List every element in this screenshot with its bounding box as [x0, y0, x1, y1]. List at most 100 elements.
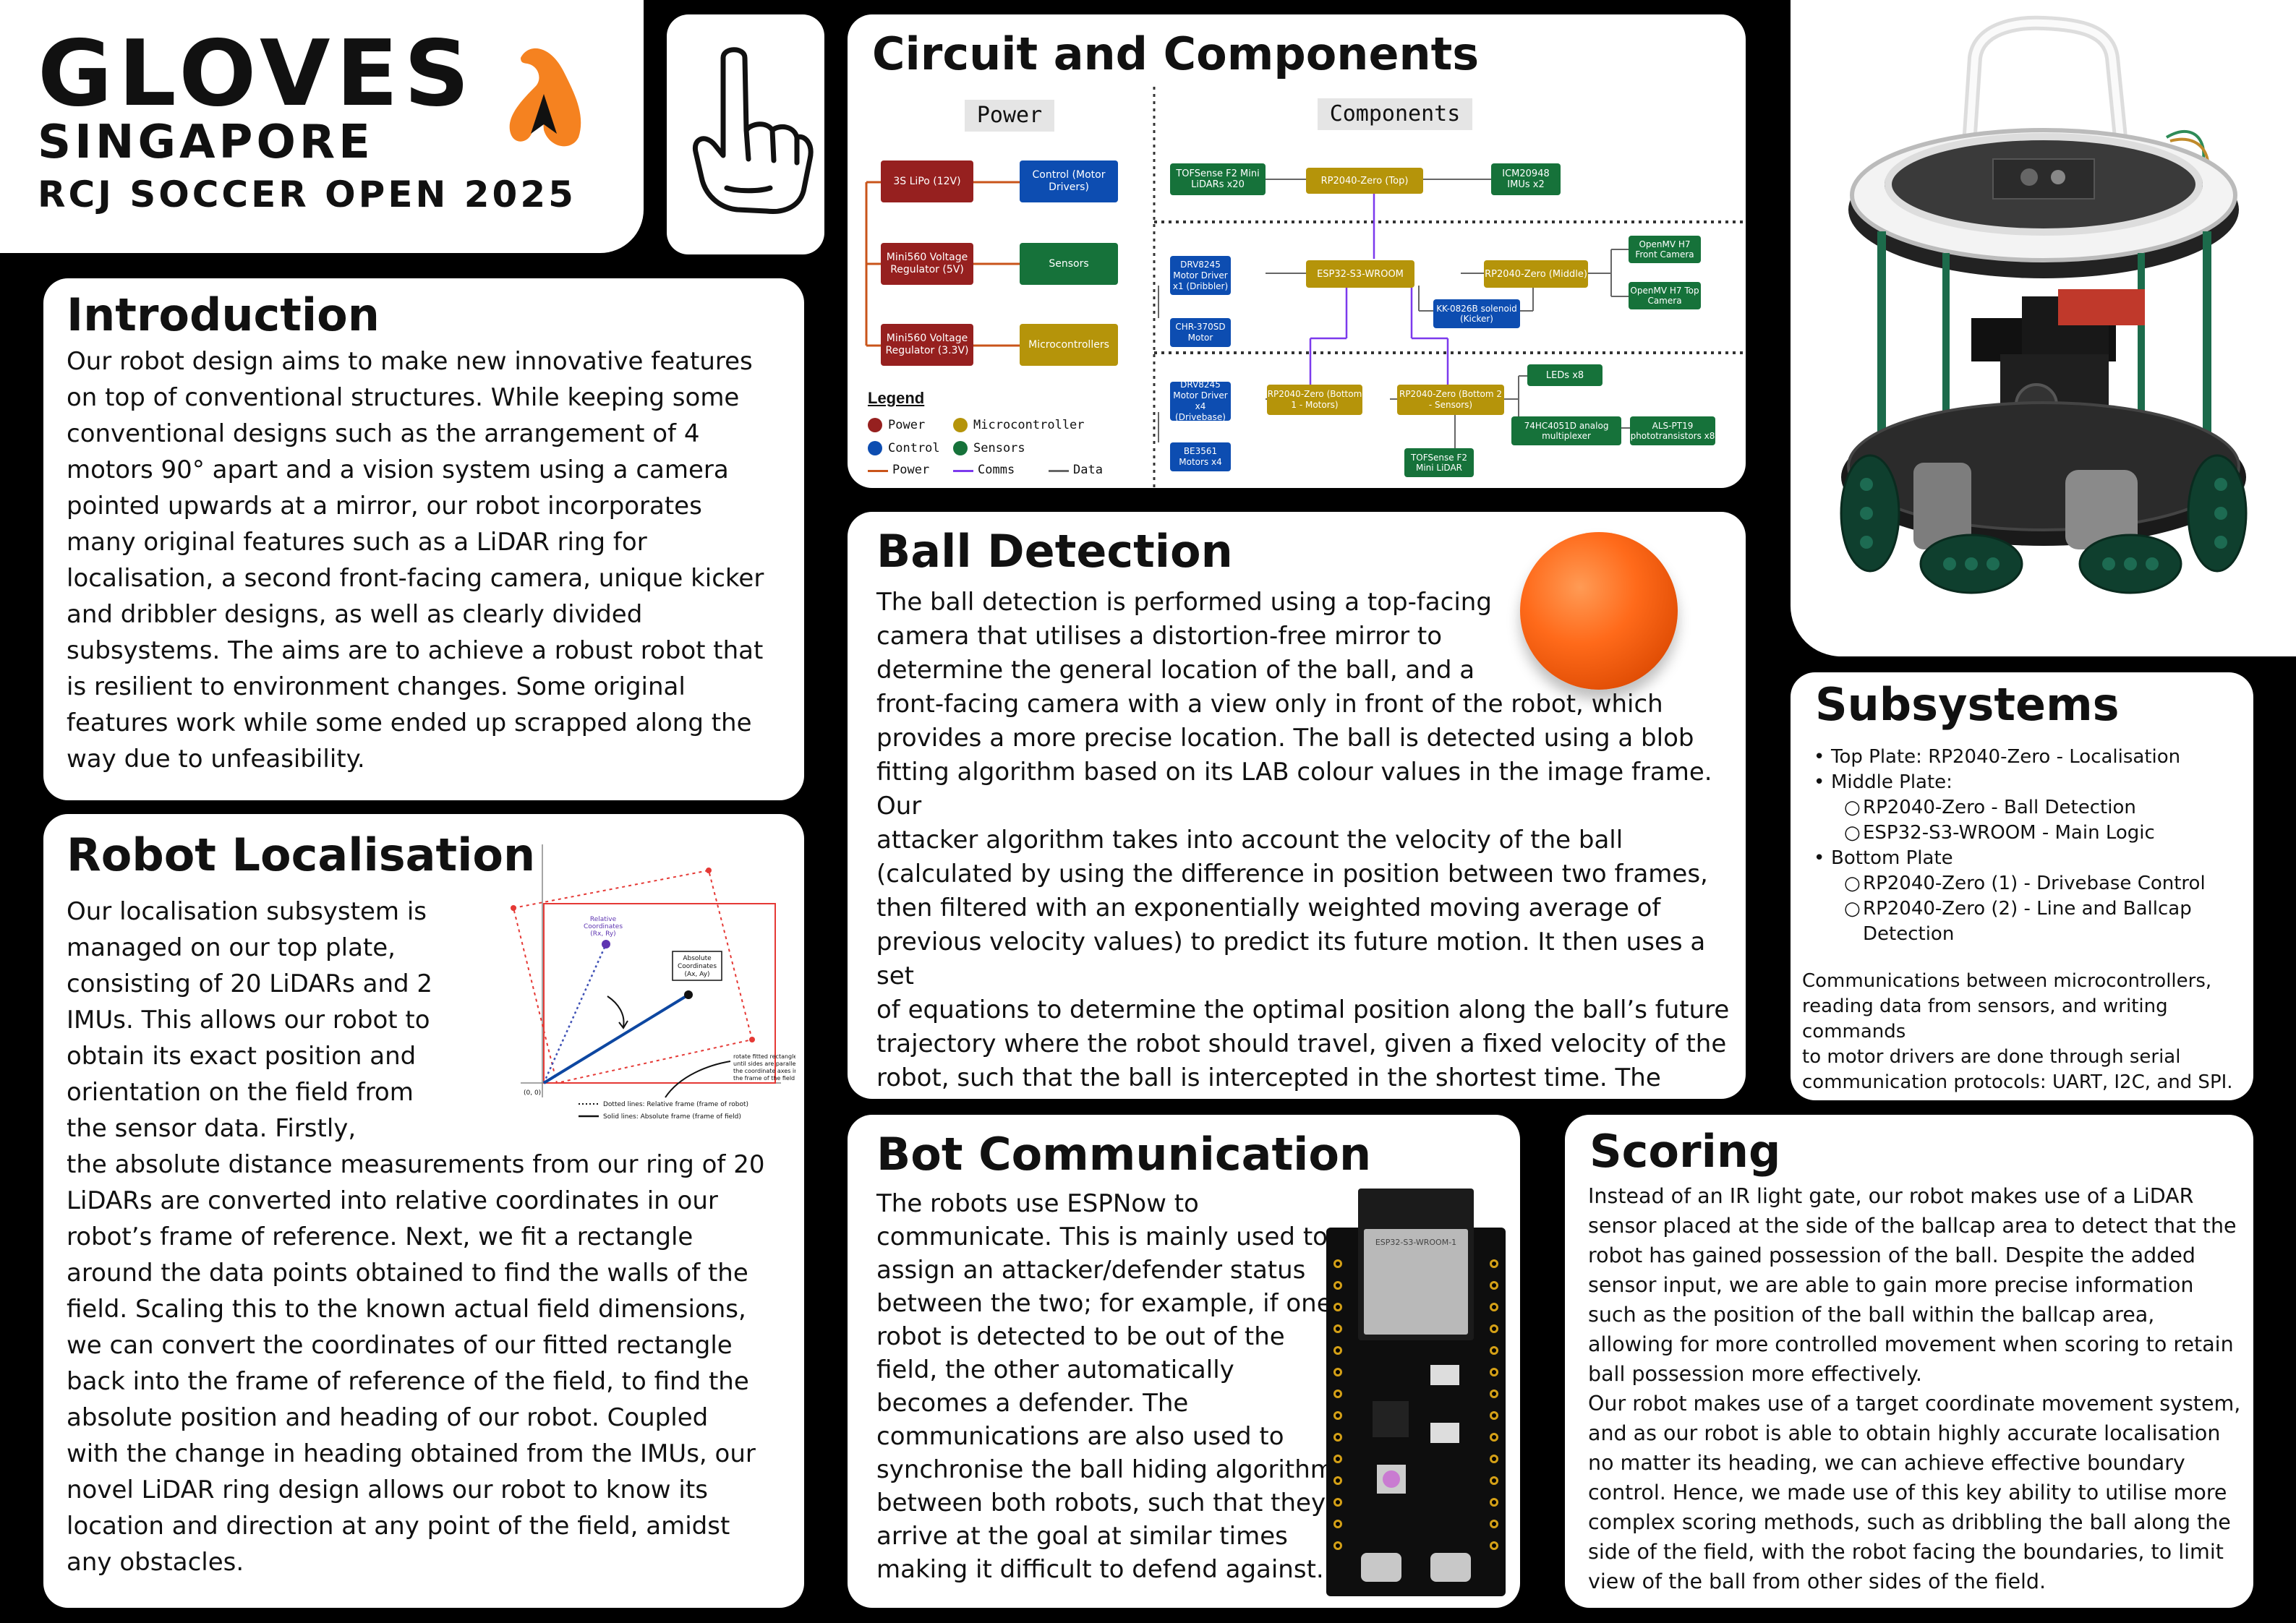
comp-be-motors: BE3561 Motors x4: [1170, 442, 1231, 471]
circuit-lines: [865, 87, 1746, 488]
svg-text:rotate fitted rectangle: rotate fitted rectangle: [733, 1053, 795, 1060]
power-target-microcontrollers: Microcontrollers: [1020, 324, 1118, 366]
comp-chr-motor: CHR-370SD Motor: [1170, 318, 1231, 347]
power-box-regulator-3v3: Mini560 Voltage Regulator (3.3V): [881, 324, 973, 366]
esp32-board-image: ESP32-S3-WROOM-1: [1326, 1189, 1506, 1596]
svg-text:Dotted lines: Relative frame (: Dotted lines: Relative frame (frame of r…: [603, 1101, 748, 1108]
comp-openmv-front: OpenMV H7 Front Camera: [1629, 236, 1701, 263]
comp-drv-drivebase: DRV8245 Motor Driver x4 (Drivebase): [1170, 380, 1231, 422]
pointing-hand-card: [667, 14, 824, 254]
ball-detection-card: Ball Detection The ball detection is per…: [848, 512, 1746, 1099]
legend-control: Control: [888, 441, 940, 455]
svg-text:(Rx, Ry): (Rx, Ry): [590, 930, 615, 938]
subsystems-heading: Subsystems: [1815, 678, 2120, 731]
comp-tof-bottom: TOFSense F2 Mini LiDAR: [1404, 448, 1474, 477]
introduction-card: Introduction Our robot design aims to ma…: [43, 278, 804, 800]
subsystems-card: Subsystems • Top Plate: RP2040-Zero - Loc…: [1791, 672, 2253, 1100]
localisation-heading: Robot Localisation: [67, 828, 536, 881]
comp-alspt: ALS-PT19 phototransistors x8: [1630, 416, 1715, 445]
legend-comms-line: Comms: [978, 463, 1015, 477]
robot-photo: [1840, 15, 2248, 594]
legend-line-comms: [953, 470, 973, 472]
comp-drv-dribbler: DRV8245 Motor Driver x1 (Dribbler): [1170, 256, 1231, 295]
comp-rp-top: RP2040-Zero (Top): [1306, 168, 1423, 194]
subsystem-item: ○ RP2040-Zero - Ball Detection: [1844, 797, 2136, 818]
circuit-card: Circuit and Components Power Components: [848, 14, 1746, 488]
power-target-control: Control (Motor Drivers): [1020, 160, 1118, 202]
comp-esp: ESP32-S3-WROOM: [1306, 260, 1414, 288]
bot-communication-heading: Bot Communication: [876, 1128, 1372, 1181]
comp-leds: LEDs x8: [1527, 364, 1602, 386]
introduction-text: Our robot design aims to make new innova…: [67, 347, 764, 774]
bot-communication-card: Bot Communication The robots use ESPNow …: [848, 1115, 1520, 1608]
power-box-regulator-5v: Mini560 Voltage Regulator (5V): [881, 243, 973, 285]
svg-text:Absolute: Absolute: [683, 955, 712, 962]
scoring-text: Instead of an IR light gate, our robot m…: [1588, 1184, 2241, 1593]
orange-a-logo-icon: [509, 48, 581, 147]
power-target-sensors: Sensors: [1020, 243, 1118, 285]
svg-text:ESP32-S3-WROOM-1: ESP32-S3-WROOM-1: [1375, 1238, 1456, 1247]
localisation-card: Robot Localisation Our localisation subs…: [43, 814, 804, 1608]
svg-text:(0, 0): (0, 0): [524, 1089, 541, 1097]
legend-power-line: Power: [892, 463, 930, 477]
legend-data-line: Data: [1073, 463, 1103, 477]
legend: Power Microcontroller Control Sensors Po…: [868, 416, 1143, 481]
title-singapore: SINGAPORE: [38, 116, 374, 169]
pointing-hand-icon: [692, 47, 814, 215]
subsystems-note: Communications between microcontrollers,…: [1802, 970, 2233, 1093]
svg-text:(Ax, Ay): (Ax, Ay): [684, 971, 709, 978]
power-label: Power: [965, 100, 1054, 132]
ball-detection-heading: Ball Detection: [876, 525, 1233, 578]
legend-dot-microcontroller: [953, 418, 968, 432]
svg-text:Coordinates: Coordinates: [678, 963, 717, 970]
components-label: Components: [1318, 98, 1472, 130]
legend-dot-power: [868, 418, 882, 432]
legend-power: Power: [888, 418, 926, 432]
localisation-diagram: Relative Coordinates (Rx, Ry) Absolute C…: [511, 844, 795, 1121]
svg-text:the coordinate axes in: the coordinate axes in: [733, 1068, 795, 1074]
comp-rp-middle: RP2040-Zero (Middle): [1484, 260, 1588, 288]
subsystem-item: ○ RP2040-Zero (2) - Line and Ballcap: [1844, 898, 2192, 920]
power-box-lipo: 3S LiPo (12V): [881, 160, 973, 202]
title-competition: RCJ SOCCER OPEN 2025: [38, 174, 576, 215]
introduction-heading: Introduction: [67, 288, 380, 341]
title-card: GLOVES SINGAPORE RCJ SOCCER OPEN 2025: [0, 0, 644, 253]
legend-microcontroller: Microcontroller: [973, 418, 1085, 432]
legend-sensors: Sensors: [973, 441, 1025, 455]
comp-kicker: KK-0826B solenoid (Kicker): [1433, 299, 1520, 328]
scoring-card: Scoring Instead of an IR light gate, our…: [1565, 1115, 2253, 1608]
comp-mux: 74HC4051D analog multiplexer: [1511, 416, 1621, 445]
localisation-text-narrow: Our localisation subsystem is managed on…: [67, 897, 433, 1143]
legend-dot-control: [868, 441, 882, 455]
comp-openmv-top: OpenMV H7 Top Camera: [1629, 282, 1701, 309]
legend-title: Legend: [868, 389, 925, 407]
circuit-heading: Circuit and Components: [872, 27, 1480, 80]
subsystem-item: • Middle Plate:: [1814, 771, 1953, 793]
subsystem-item: • Bottom Plate: [1814, 847, 1953, 869]
svg-text:Coordinates: Coordinates: [584, 923, 623, 930]
localisation-text-wide: the absolute distance measurements from …: [67, 1150, 765, 1577]
subsystem-item: • Top Plate: RP2040-Zero - Localisation: [1814, 746, 2181, 768]
svg-text:until sides are parallel to: until sides are parallel to: [733, 1061, 795, 1067]
subsystem-item: Detection: [1863, 923, 1955, 945]
legend-line-power: [868, 470, 888, 472]
comp-icm: ICM20948 IMUs x2: [1491, 163, 1561, 195]
comp-tof-top: TOFSense F2 Mini LiDARs x20: [1170, 163, 1266, 195]
svg-text:Solid lines: Absolute frame (f: Solid lines: Absolute frame (frame of fi…: [603, 1113, 741, 1121]
legend-dot-sensors: [953, 441, 968, 455]
svg-text:the frame of the field: the frame of the field: [733, 1075, 795, 1082]
orange-ball-icon: [1520, 532, 1678, 690]
robot-photo-card: [1791, 0, 2296, 656]
subsystems-list: • Top Plate: RP2040-Zero - Localisation •…: [1811, 745, 2245, 947]
ball-detection-text-wide: front-facing camera with a view only in …: [876, 690, 1730, 1099]
scoring-heading: Scoring: [1589, 1125, 1781, 1178]
legend-line-data: [1049, 470, 1069, 472]
title-gloves: GLOVES: [38, 20, 476, 127]
svg-text:Relative: Relative: [590, 916, 617, 923]
ball-detection-text-narrow: The ball detection is performed using a …: [876, 588, 1492, 685]
bot-communication-text: The robots use ESPNow to communicate. Th…: [876, 1189, 1334, 1584]
subsystem-item: ○ ESP32-S3-WROOM - Main Logic: [1844, 822, 2155, 844]
comp-rp-bottom1: RP2040-Zero (Bottom 1 - Motors): [1267, 385, 1362, 415]
subsystem-item: ○ RP2040-Zero (1) - Drivebase Control: [1844, 873, 2206, 894]
comp-rp-bottom2: RP2040-Zero (Bottom 2 - Sensors): [1397, 385, 1504, 415]
